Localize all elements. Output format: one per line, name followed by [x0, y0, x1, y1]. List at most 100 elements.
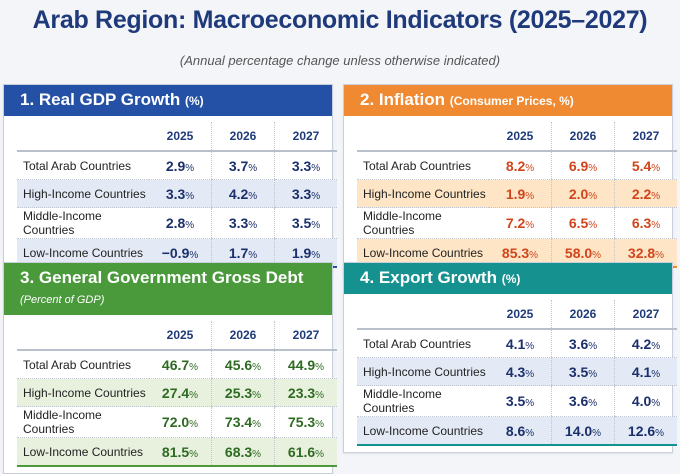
- year-header: 2025: [489, 300, 552, 330]
- panel-title-suffix: (Consumer Prices, %): [449, 94, 574, 108]
- panel-header: 3. General Government Gross Debt (Percen…: [4, 263, 332, 315]
- value-unit: %: [315, 448, 325, 460]
- value-cell: 1.9%: [489, 179, 552, 208]
- table-header-row: 2025 2026 2027: [17, 321, 337, 351]
- value-unit: %: [651, 368, 661, 380]
- panel-header: 1. Real GDP Growth (%): [4, 85, 332, 116]
- value-cell: 8.2%: [489, 151, 552, 180]
- value-cell: 6.5%: [551, 207, 615, 239]
- value-unit: %: [315, 389, 325, 401]
- panel-title: 3. General Government Gross Debt: [20, 268, 304, 287]
- row-label: Total Arab Countries: [357, 151, 489, 180]
- value-unit: %: [252, 389, 262, 401]
- table-row: Total Arab Countries 4.1% 3.6% 4.2%: [357, 329, 677, 358]
- value-cell: 3.5%: [489, 385, 552, 417]
- value-number: 3.6: [568, 335, 589, 352]
- value-unit: %: [185, 220, 195, 231]
- indicator-table: 2025 2026 2027 Total Arab Countries 46.7% 45.…: [17, 321, 337, 467]
- value-cell: 2.0%: [551, 179, 615, 208]
- value-unit: %: [525, 340, 535, 352]
- value-unit: %: [311, 249, 321, 261]
- value-number: −0.9: [161, 244, 190, 261]
- value-unit: %: [588, 162, 598, 174]
- empty-header: [17, 122, 149, 152]
- value-cell: 4.1%: [489, 329, 552, 358]
- value-number: 3.3: [291, 157, 312, 174]
- row-label: Total Arab Countries: [17, 350, 149, 379]
- row-label: High-Income Countries: [17, 179, 149, 208]
- value-number: 4.1: [631, 363, 652, 380]
- value-unit: %: [252, 419, 262, 430]
- table-row: High-Income Countries 27.4% 25.3% 23.3%: [17, 378, 337, 407]
- panel-header: 4. Export Growth (%): [344, 263, 672, 294]
- value-unit: %: [651, 398, 661, 409]
- page-title: Arab Region: Macroeconomic Indicators (2…: [32, 6, 648, 34]
- value-number: 6.9: [568, 157, 589, 174]
- value-number: 6.5: [568, 215, 589, 231]
- value-unit: %: [185, 162, 195, 174]
- value-number: 4.0: [631, 393, 652, 409]
- table-row: Middle-Income Countries 72.0% 73.4% 75.3%: [17, 406, 337, 438]
- value-cell: 68.3%: [211, 437, 275, 467]
- value-unit: %: [588, 398, 598, 409]
- value-cell: 3.3%: [211, 207, 275, 239]
- panel-title-suffix: (%): [501, 272, 521, 286]
- value-cell: 61.6%: [274, 437, 337, 467]
- panel-title-suffix: (Percent of GDP): [20, 294, 105, 306]
- value-cell: 2.8%: [149, 207, 212, 239]
- value-unit: %: [189, 361, 199, 373]
- value-unit: %: [525, 427, 535, 439]
- year-header: 2025: [489, 122, 552, 152]
- value-number: 1.9: [505, 185, 526, 202]
- value-number: 8.2: [505, 157, 526, 174]
- value-unit: %: [248, 249, 258, 261]
- row-label: Middle-Income Countries: [17, 406, 149, 438]
- empty-header: [357, 300, 489, 330]
- year-header: 2027: [274, 321, 337, 351]
- table-row: High-Income Countries 4.3% 3.5% 4.1%: [357, 357, 677, 386]
- value-number: 27.4: [161, 384, 190, 401]
- value-cell: 4.0%: [614, 385, 677, 417]
- value-unit: %: [248, 162, 258, 174]
- inflation-panel: 2. Inflation (Consumer Prices, %) 2025 202…: [343, 84, 677, 275]
- value-unit: %: [588, 368, 598, 380]
- value-number: 7.2: [505, 215, 526, 231]
- row-label: High-Income Countries: [17, 378, 149, 407]
- value-cell: 46.7%: [149, 350, 212, 379]
- value-number: 4.3: [505, 363, 526, 380]
- value-cell: 3.3%: [274, 179, 337, 208]
- row-label: Middle-Income Countries: [17, 207, 149, 239]
- value-number: 3.3: [165, 185, 186, 202]
- panel-title-suffix: (%): [185, 94, 204, 108]
- value-unit: %: [588, 220, 598, 231]
- value-number: 12.6: [627, 422, 656, 439]
- year-header: 2027: [614, 122, 677, 152]
- value-number: 81.5: [161, 443, 190, 460]
- table-row: High-Income Countries 3.3% 4.2% 3.3%: [17, 179, 337, 208]
- panel-title: 4. Export Growth: [360, 268, 497, 287]
- value-cell: 8.6%: [489, 416, 552, 446]
- value-cell: 4.2%: [211, 179, 275, 208]
- value-unit: %: [185, 190, 195, 202]
- row-label: Middle-Income Countries: [357, 207, 489, 239]
- table-row: Total Arab Countries 2.9% 3.7% 3.3%: [17, 151, 337, 180]
- panel-header: 2. Inflation (Consumer Prices, %): [344, 85, 672, 116]
- value-number: 44.9: [287, 356, 316, 373]
- value-cell: 4.2%: [614, 329, 677, 358]
- value-number: 75.3: [287, 414, 316, 430]
- value-unit: %: [252, 361, 262, 373]
- value-cell: 4.1%: [614, 357, 677, 386]
- empty-header: [357, 122, 489, 152]
- value-unit: %: [592, 427, 602, 439]
- table-row: Total Arab Countries 46.7% 45.6% 44.9%: [17, 350, 337, 379]
- indicator-table: 2025 2026 2027 Total Arab Countries 8.2% 6.9%…: [357, 122, 677, 268]
- table-row: High-Income Countries 1.9% 2.0% 2.2%: [357, 179, 677, 208]
- value-number: 58.0: [564, 244, 593, 261]
- empty-header: [17, 321, 149, 351]
- value-cell: 2.2%: [614, 179, 677, 208]
- row-label: Total Arab Countries: [357, 329, 489, 358]
- value-number: 68.3: [224, 443, 253, 460]
- value-unit: %: [252, 448, 262, 460]
- year-header: 2026: [551, 122, 615, 152]
- value-cell: 72.0%: [149, 406, 212, 438]
